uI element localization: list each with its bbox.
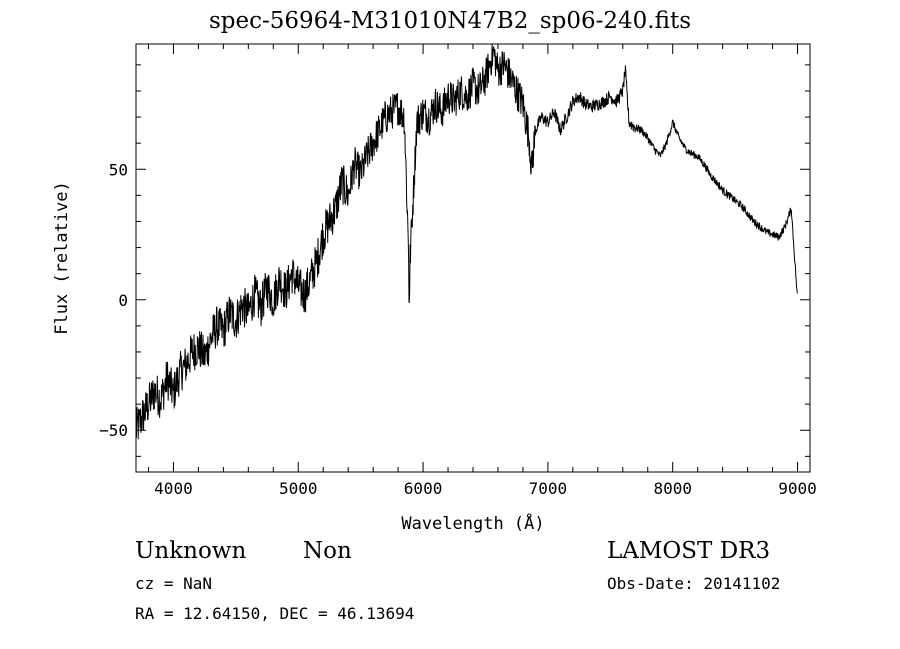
x-axis-label: Wavelength (Å) bbox=[401, 512, 544, 534]
x-tick-label: 7000 bbox=[529, 479, 568, 498]
y-tick-label: 50 bbox=[109, 160, 128, 179]
x-tick-labels: 4000 5000 6000 7000 8000 9000 bbox=[154, 479, 817, 498]
redshift-readout: cz = NaN bbox=[135, 574, 213, 593]
axis-ticks bbox=[136, 44, 810, 472]
chart-title: spec-56964-M31010N47B2_sp06-240.fits bbox=[208, 8, 692, 34]
x-tick-label: 5000 bbox=[279, 479, 318, 498]
ra-dec-coordinates: RA = 12.64150, DEC = 46.13694 bbox=[135, 604, 415, 623]
y-tick-label: 0 bbox=[118, 291, 128, 310]
plot-frame bbox=[135, 43, 811, 473]
x-tick-label: 8000 bbox=[653, 479, 692, 498]
x-tick-label: 6000 bbox=[404, 479, 443, 498]
spectrum-line bbox=[135, 43, 798, 440]
object-subclass: Non bbox=[303, 538, 352, 564]
survey-name: LAMOST DR3 bbox=[607, 538, 771, 564]
observation-date: Obs-Date: 20141102 bbox=[607, 574, 781, 593]
y-axis-label: Flux (relative) bbox=[52, 181, 72, 335]
y-tick-label: −50 bbox=[99, 421, 128, 440]
object-class: Unknown bbox=[135, 538, 247, 564]
x-tick-label: 4000 bbox=[154, 479, 193, 498]
x-tick-label: 9000 bbox=[778, 479, 817, 498]
y-tick-labels: −50 0 50 bbox=[99, 160, 128, 440]
